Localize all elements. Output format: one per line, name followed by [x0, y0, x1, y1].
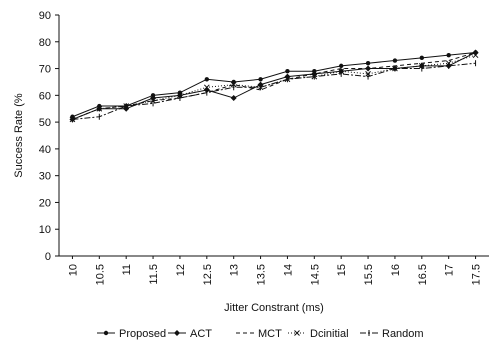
series-mct: [72, 52, 476, 120]
legend-label: Dcinitial: [310, 328, 349, 340]
x-tick-label: 15.5: [363, 264, 375, 285]
data-point: [419, 55, 425, 61]
data-point: [472, 52, 479, 59]
y-tick-label: 90: [39, 10, 51, 22]
y-tick-label: 80: [39, 37, 51, 49]
x-tick-label: 17: [444, 264, 456, 276]
y-tick-label: 40: [39, 144, 51, 156]
legend-marker: [174, 330, 180, 336]
x-tick-label: 12.5: [202, 264, 214, 285]
legend-item: Proposed: [97, 328, 166, 340]
series-dcinitial: [69, 52, 479, 123]
data-point: [258, 77, 263, 82]
series-random: [71, 60, 477, 123]
data-point: [392, 58, 398, 63]
y-tick-label: 50: [39, 117, 51, 129]
data-point: [203, 84, 210, 91]
x-tick-label: 10: [67, 264, 79, 276]
data-point: [365, 61, 371, 66]
legend-item: ACT: [168, 328, 212, 340]
x-tick-label: 11.5: [148, 264, 160, 285]
legend-label: MCT: [258, 328, 282, 340]
legend-item: Dcinitial: [288, 328, 349, 340]
x-tick-label: 10.5: [94, 264, 106, 285]
series-act: [69, 49, 479, 123]
legend-marker: [103, 330, 109, 336]
legend-item: Random: [360, 328, 424, 340]
x-tick-label: 16: [390, 264, 402, 276]
x-tick-label: 12: [175, 264, 187, 276]
data-point: [338, 63, 344, 69]
x-tick-label: 16.5: [417, 264, 429, 285]
series-line: [72, 52, 476, 120]
x-axis-title: Jitter Constrant (ms): [224, 302, 324, 314]
x-tick-label: 14: [282, 264, 294, 276]
x-tick-label: 11: [121, 264, 133, 275]
x-tick-label: 13.5: [256, 264, 268, 285]
series-line: [72, 62, 476, 120]
x-tick-label: 15: [336, 264, 348, 276]
y-tick-label: 20: [39, 197, 51, 209]
legend-label: Proposed: [119, 328, 166, 340]
x-tick-label: 13: [229, 264, 241, 276]
y-tick-label: 60: [39, 90, 51, 102]
x-tick-label: 17.5: [471, 264, 483, 285]
series-line: [72, 51, 476, 118]
x-tick-label: 14.5: [309, 264, 321, 285]
data-point: [285, 69, 290, 74]
data-point: [96, 105, 103, 112]
legend-marker: [294, 330, 300, 336]
legend-item: MCT: [236, 328, 282, 340]
y-tick-label: 70: [39, 64, 51, 76]
y-tick-label: 10: [39, 224, 51, 236]
legend-label: ACT: [190, 328, 212, 340]
y-axis-title: Success Rate (%: [13, 93, 25, 178]
y-tick-label: 30: [39, 171, 51, 183]
data-point: [204, 77, 210, 82]
series-line: [72, 52, 476, 120]
y-tick-label: 0: [45, 251, 51, 263]
series-line: [72, 54, 476, 120]
data-point: [230, 95, 237, 102]
series-proposed: [70, 50, 478, 119]
legend-label: Random: [382, 328, 424, 340]
data-point: [446, 52, 451, 58]
